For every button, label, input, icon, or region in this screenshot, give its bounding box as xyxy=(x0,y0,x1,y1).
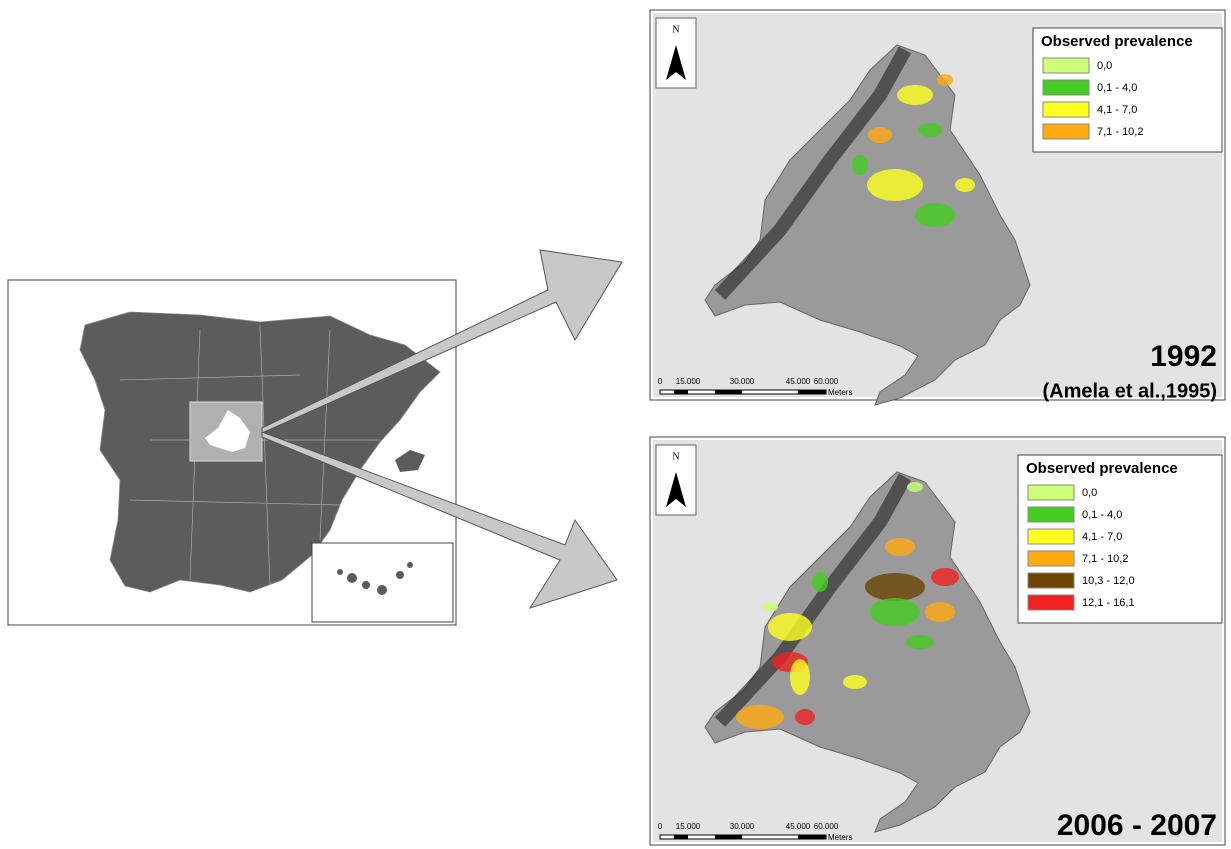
legend-swatch xyxy=(1043,124,1089,139)
scale-segment xyxy=(715,390,742,394)
scale-label: 45.000 xyxy=(786,377,811,386)
scale-label: 60.000 xyxy=(814,822,839,831)
scale-unit: Meters xyxy=(828,388,852,397)
page: N Observed prevalence 0,0 0,1 - 4,0 4,1 - 7,… xyxy=(0,0,1231,849)
scale-segment xyxy=(674,835,688,839)
scale-label: 0 xyxy=(658,822,663,831)
canary-inset xyxy=(312,543,453,622)
legend-label: 12,1 - 16,1 xyxy=(1082,597,1135,609)
scale-unit: Meters xyxy=(828,833,852,842)
legend-label: 0,1 - 4,0 xyxy=(1082,509,1122,521)
scale-label: 60.000 xyxy=(814,377,839,386)
prevalence-zone xyxy=(925,602,955,622)
legend-label: 4,1 - 7,0 xyxy=(1082,531,1122,543)
north-label: N xyxy=(672,451,679,462)
map-panel: N Observed prevalence 0,0 0,1 - 4,0 4,1 - 7,… xyxy=(650,10,1225,405)
prevalence-zone xyxy=(736,705,784,729)
legend-swatch xyxy=(1028,573,1074,588)
prevalence-zone xyxy=(843,675,867,689)
legend-title: Observed prevalence xyxy=(1026,460,1178,477)
scale-label: 45.000 xyxy=(786,822,811,831)
prevalence-zone xyxy=(795,709,815,725)
legend-swatch xyxy=(1043,80,1089,95)
prevalence-zone xyxy=(915,203,955,227)
prevalence-zone xyxy=(768,613,812,641)
legend-swatch xyxy=(1028,529,1074,544)
legend-label: 0,0 xyxy=(1082,487,1097,499)
scale-label: 30.000 xyxy=(730,822,755,831)
prevalence-zone xyxy=(868,127,892,143)
legend-label: 7,1 - 10,2 xyxy=(1097,126,1143,138)
period-label: 2006 - 2007 xyxy=(1057,809,1217,842)
figure: N Observed prevalence 0,0 0,1 - 4,0 4,1 - 7,… xyxy=(0,0,1231,849)
scale-label: 15.000 xyxy=(676,377,701,386)
prevalence-zone xyxy=(907,482,923,492)
prevalence-zone xyxy=(955,178,975,192)
legend-swatch xyxy=(1028,595,1074,610)
prevalence-zone xyxy=(918,123,942,137)
legend-label: 0,1 - 4,0 xyxy=(1097,82,1137,94)
prevalence-zone xyxy=(790,659,810,695)
legend-swatch xyxy=(1043,102,1089,117)
prevalence-zone xyxy=(870,598,920,626)
prevalence-zone xyxy=(906,635,934,649)
prevalence-zone xyxy=(931,568,959,586)
legend-label: 10,3 - 12,0 xyxy=(1082,575,1135,587)
legend-swatch xyxy=(1028,485,1074,500)
prevalence-zone xyxy=(897,85,933,105)
legend-swatch xyxy=(1028,551,1074,566)
prevalence-zone xyxy=(885,538,915,556)
map-panel: N Observed prevalence 0,0 0,1 - 4,0 4,1 - 7,… xyxy=(650,437,1225,845)
scale-label: 30.000 xyxy=(730,377,755,386)
prevalence-zone xyxy=(852,155,868,175)
legend-title: Observed prevalence xyxy=(1041,33,1193,50)
north-label: N xyxy=(672,24,679,35)
legend-label: 4,1 - 7,0 xyxy=(1097,104,1137,116)
legend-label: 0,0 xyxy=(1097,60,1112,72)
period-label: 1992 xyxy=(1150,340,1217,373)
scale-segment xyxy=(798,390,826,394)
prevalence-zone xyxy=(867,169,923,201)
prevalence-zone xyxy=(812,572,828,592)
legend-label: 7,1 - 10,2 xyxy=(1082,553,1128,565)
prevalence-zone xyxy=(937,74,953,86)
legend-swatch xyxy=(1028,507,1074,522)
scale-segment xyxy=(715,835,742,839)
legend-swatch xyxy=(1043,58,1089,73)
prevalence-zone xyxy=(865,573,925,601)
scale-label: 0 xyxy=(658,377,663,386)
scale-segment xyxy=(798,835,826,839)
prevalence-zone xyxy=(762,602,778,612)
source-label: (Amela et al.,1995) xyxy=(1042,380,1217,402)
scale-segment xyxy=(674,390,688,394)
scale-label: 15.000 xyxy=(676,822,701,831)
